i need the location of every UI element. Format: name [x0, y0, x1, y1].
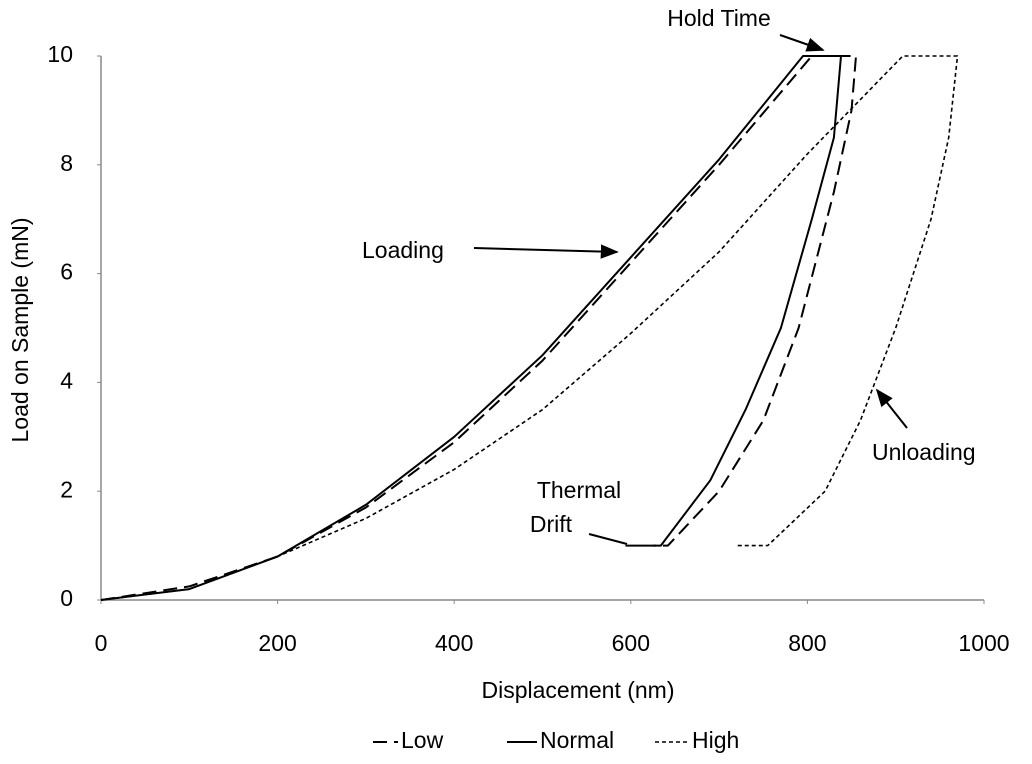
legend-label: High — [692, 727, 739, 753]
y-tick-label: 8 — [60, 150, 73, 176]
legend-label: Normal — [540, 727, 614, 753]
y-axis-title: Load on Sample (mN) — [7, 218, 33, 443]
annotation-arrow — [473, 244, 619, 259]
annotation: Drift — [530, 511, 573, 537]
annotation-arrow — [875, 388, 908, 429]
annotation: Thermal — [537, 477, 621, 503]
x-tick-label: 800 — [788, 630, 826, 656]
x-tick-label: 0 — [95, 630, 108, 656]
series-line — [100, 55, 857, 601]
y-tick-label: 0 — [60, 585, 73, 611]
x-tick-label: 400 — [435, 630, 473, 656]
x-axis-title: Displacement (nm) — [482, 677, 675, 703]
annotation-arrow — [588, 533, 628, 545]
x-tick-label: 1000 — [958, 630, 1009, 656]
y-tick-label: 10 — [47, 41, 73, 67]
annotation: Unloading — [872, 439, 976, 465]
series-line — [100, 55, 842, 601]
annotation: Loading — [362, 237, 444, 263]
legend-label: Low — [401, 727, 444, 753]
x-tick-label: 600 — [612, 630, 650, 656]
x-tick-label: 200 — [258, 630, 296, 656]
y-tick-label: 6 — [60, 259, 73, 285]
y-tick-label: 4 — [60, 367, 73, 393]
y-tick-label: 2 — [60, 476, 73, 502]
annotation-arrow — [779, 34, 825, 52]
annotation: Hold Time — [667, 5, 771, 31]
